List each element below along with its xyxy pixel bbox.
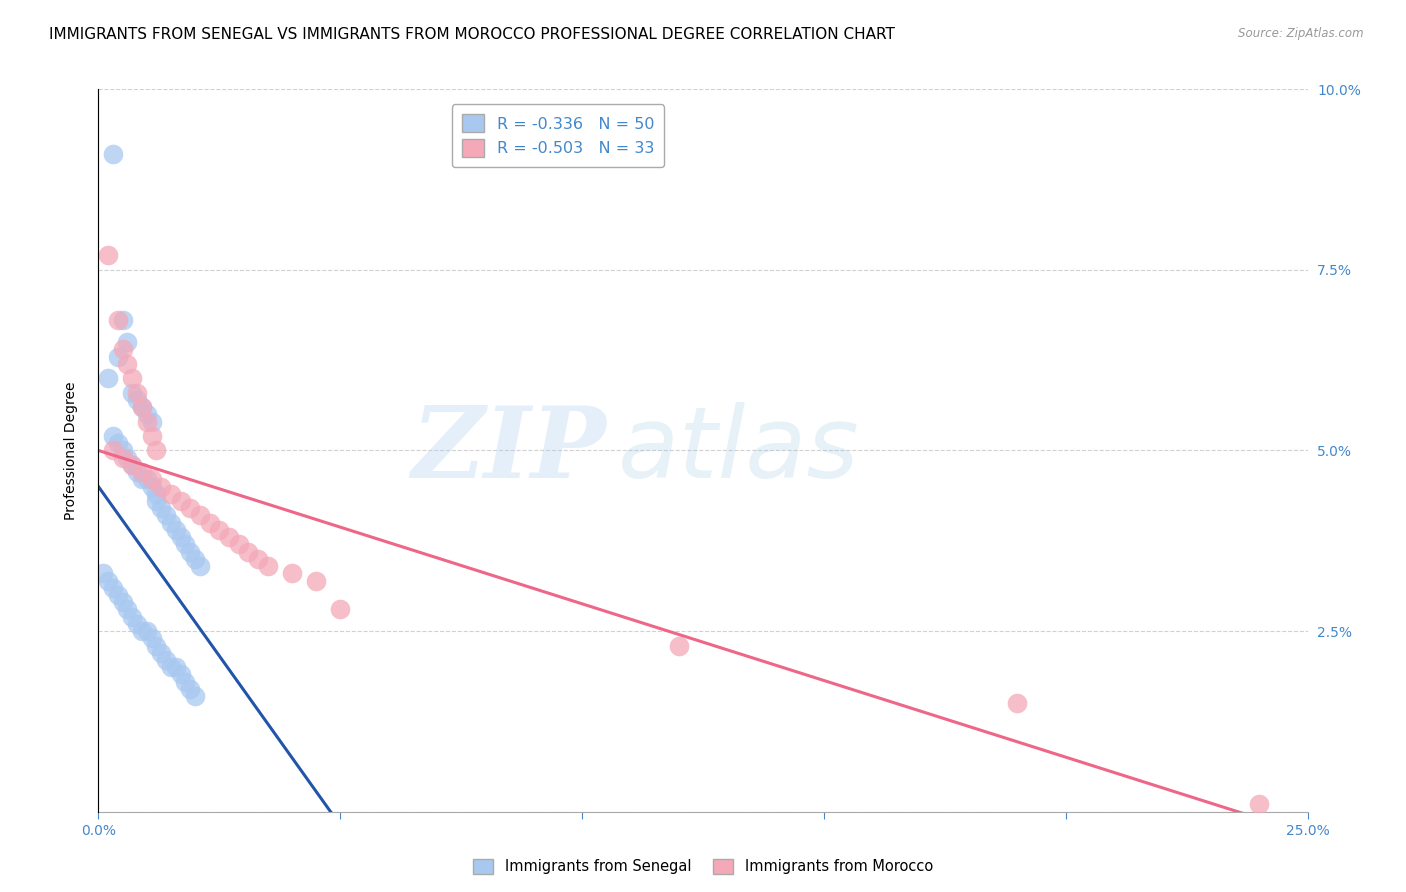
Point	[184, 551, 207, 566]
Point	[127, 385, 149, 400]
Point	[165, 660, 187, 674]
Point	[141, 632, 163, 646]
Point	[107, 436, 129, 450]
Point	[281, 566, 304, 581]
Point	[127, 465, 149, 479]
Point	[111, 343, 134, 357]
Point	[1007, 697, 1029, 711]
Point	[160, 516, 183, 530]
Point	[141, 429, 163, 443]
Point	[256, 559, 278, 574]
Point	[127, 392, 149, 407]
Point	[184, 689, 207, 703]
Point	[111, 450, 134, 465]
Point	[101, 443, 124, 458]
Point	[97, 371, 120, 385]
Point	[101, 429, 124, 443]
Point	[155, 653, 177, 667]
Point	[169, 530, 191, 544]
Text: Source: ZipAtlas.com: Source: ZipAtlas.com	[1239, 27, 1364, 40]
Point	[111, 313, 134, 327]
Point	[145, 487, 167, 501]
Point	[1249, 797, 1271, 812]
Point	[141, 480, 163, 494]
Point	[155, 508, 177, 523]
Point	[97, 248, 120, 262]
Point	[218, 530, 240, 544]
Point	[91, 566, 114, 581]
Point	[208, 523, 231, 537]
Text: IMMIGRANTS FROM SENEGAL VS IMMIGRANTS FROM MOROCCO PROFESSIONAL DEGREE CORRELATI: IMMIGRANTS FROM SENEGAL VS IMMIGRANTS FR…	[49, 27, 896, 42]
Point	[198, 516, 221, 530]
Point	[179, 681, 201, 696]
Point	[188, 508, 211, 523]
Point	[145, 494, 167, 508]
Point	[238, 544, 260, 558]
Point	[131, 472, 153, 486]
Point	[121, 609, 143, 624]
Point	[131, 400, 153, 414]
Point	[117, 334, 139, 349]
Point	[117, 357, 139, 371]
Point	[179, 544, 201, 558]
Point	[111, 595, 134, 609]
Legend: R = -0.336   N = 50, R = -0.503   N = 33: R = -0.336 N = 50, R = -0.503 N = 33	[451, 104, 664, 167]
Point	[145, 639, 167, 653]
Point	[169, 494, 191, 508]
Point	[135, 472, 157, 486]
Point	[101, 581, 124, 595]
Point	[117, 602, 139, 616]
Point	[97, 574, 120, 588]
Y-axis label: Professional Degree: Professional Degree	[63, 381, 77, 520]
Point	[179, 501, 201, 516]
Point	[107, 313, 129, 327]
Point	[165, 523, 187, 537]
Point	[188, 559, 211, 574]
Point	[141, 415, 163, 429]
Point	[150, 646, 173, 660]
Point	[107, 588, 129, 602]
Point	[150, 480, 173, 494]
Point	[247, 551, 270, 566]
Point	[135, 415, 157, 429]
Point	[305, 574, 328, 588]
Point	[131, 624, 153, 639]
Point	[329, 602, 352, 616]
Point	[150, 501, 173, 516]
Point	[101, 147, 124, 161]
Point	[121, 385, 143, 400]
Point	[141, 472, 163, 486]
Point	[160, 660, 183, 674]
Point	[117, 450, 139, 465]
Point	[111, 443, 134, 458]
Point	[160, 487, 183, 501]
Point	[135, 624, 157, 639]
Point	[174, 674, 197, 689]
Text: ZIP: ZIP	[412, 402, 606, 499]
Point	[668, 639, 690, 653]
Point	[228, 537, 250, 551]
Point	[145, 443, 167, 458]
Point	[121, 458, 143, 472]
Point	[169, 667, 191, 681]
Point	[107, 350, 129, 364]
Legend: Immigrants from Senegal, Immigrants from Morocco: Immigrants from Senegal, Immigrants from…	[467, 853, 939, 880]
Point	[127, 616, 149, 631]
Point	[121, 371, 143, 385]
Point	[121, 458, 143, 472]
Point	[131, 465, 153, 479]
Point	[135, 407, 157, 422]
Point	[174, 537, 197, 551]
Text: atlas: atlas	[619, 402, 860, 499]
Point	[131, 400, 153, 414]
